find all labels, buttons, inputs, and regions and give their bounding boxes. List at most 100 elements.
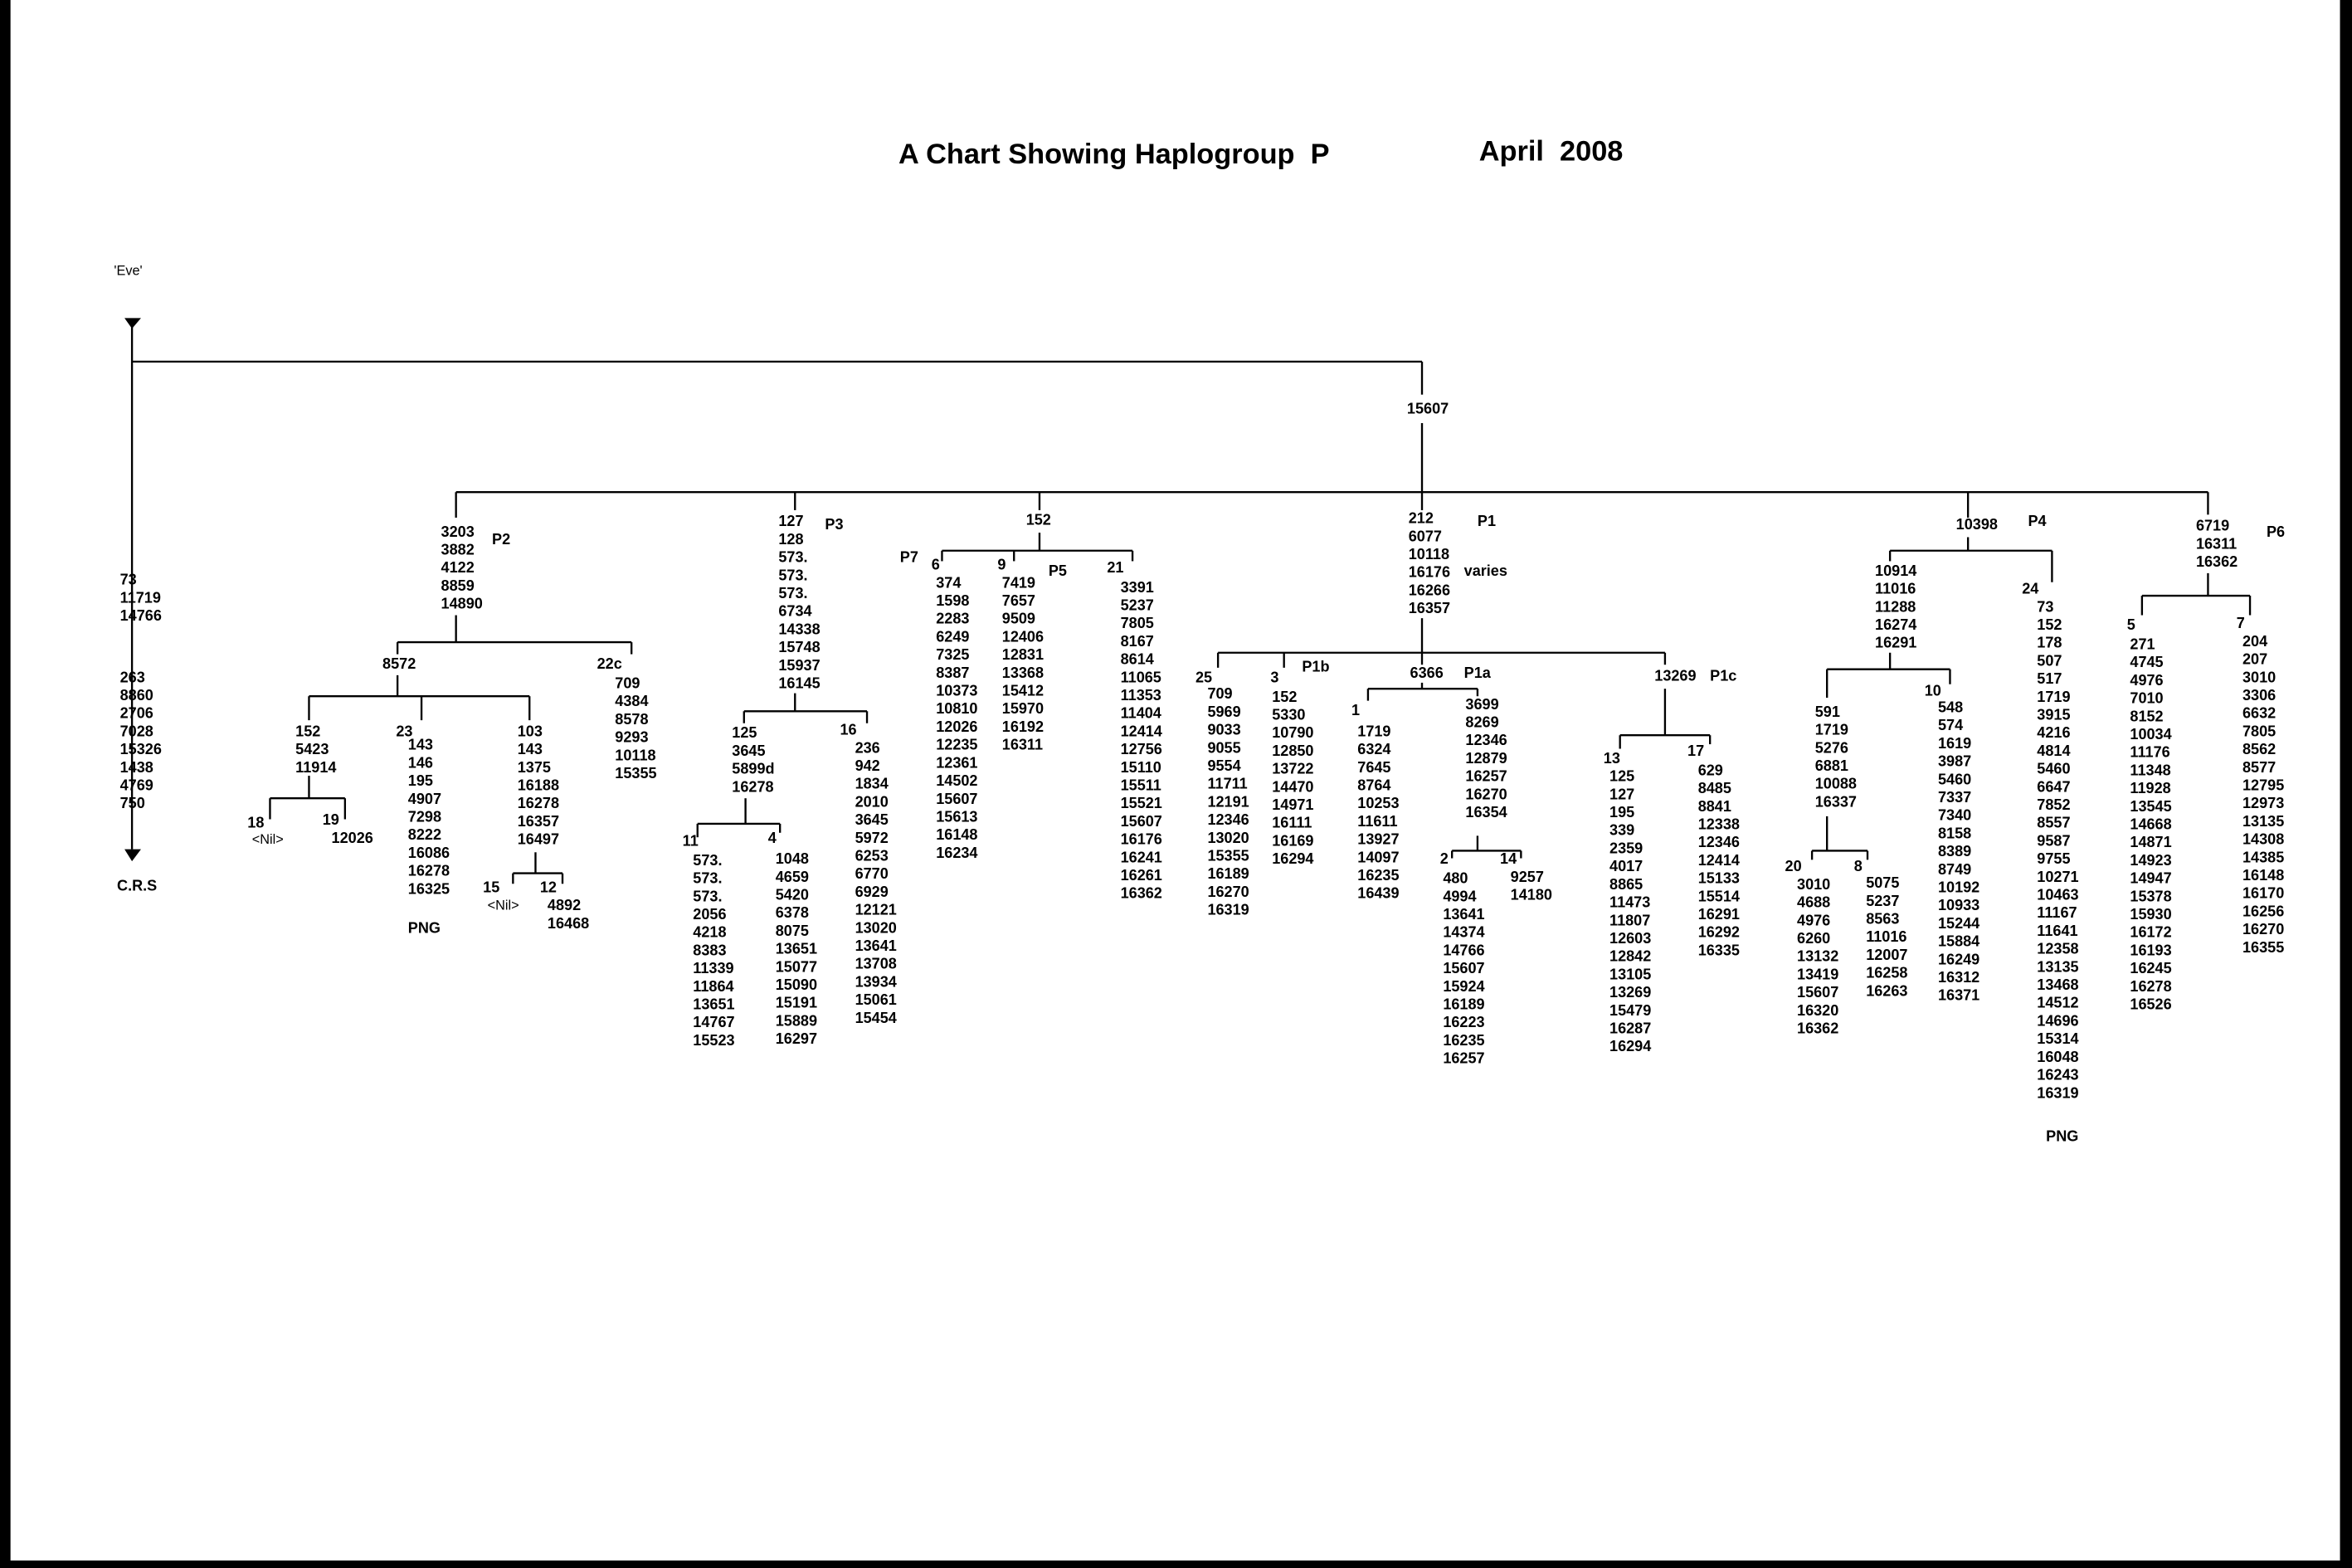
mutation: 195 xyxy=(1609,804,1634,821)
mutation: 13708 xyxy=(855,956,897,972)
mutation: 4769 xyxy=(120,777,153,793)
mutation: 8562 xyxy=(2242,741,2276,757)
mutation: 8485 xyxy=(1698,780,1731,796)
mutation: 8865 xyxy=(1609,876,1643,893)
node-label: 24 xyxy=(2022,581,2038,597)
mutation: 15191 xyxy=(776,995,817,1011)
mutation: 709 xyxy=(1207,685,1232,702)
node-label: 8 xyxy=(1854,858,1863,874)
mutation: 14338 xyxy=(778,621,820,637)
mutation: 12346 xyxy=(1207,811,1249,828)
mutation: 15511 xyxy=(1121,777,1161,793)
mutation: 16245 xyxy=(2130,960,2171,976)
node-label: P1c xyxy=(1710,667,1736,684)
mutation: 207 xyxy=(2242,651,2267,668)
mutation: 143 xyxy=(408,737,433,753)
mutation: 4384 xyxy=(615,693,648,709)
mutation: 125 xyxy=(1609,768,1634,785)
node-label: 2 xyxy=(1440,850,1449,867)
mutation: 12414 xyxy=(1698,852,1740,869)
node-label: 13 xyxy=(1604,750,1620,767)
mutation: 7010 xyxy=(2130,690,2163,707)
mutation: 10810 xyxy=(936,700,977,717)
mutation: 1048 xyxy=(776,850,809,867)
mutation: 8614 xyxy=(1121,651,1154,668)
mutation: 5075 xyxy=(1866,874,1899,891)
mutation: 8222 xyxy=(408,826,441,843)
mutation: 8269 xyxy=(1465,714,1498,731)
mutation: 7337 xyxy=(1938,789,1971,806)
mutation: 5237 xyxy=(1121,597,1154,613)
mutation: 6378 xyxy=(776,904,809,921)
mutation: 13105 xyxy=(1609,966,1651,982)
node-label: 19 xyxy=(323,811,339,828)
mutation: 8389 xyxy=(1938,843,1971,859)
node-label: 20 xyxy=(1785,858,1802,874)
mutation: 4688 xyxy=(1797,894,1830,911)
mutation: 16148 xyxy=(936,826,977,843)
mutation: 16357 xyxy=(1409,600,1450,616)
node-label: 11 xyxy=(683,832,699,849)
mutation: 16320 xyxy=(1797,1002,1838,1019)
mutation: 11404 xyxy=(1121,705,1161,722)
mutation: 5423 xyxy=(295,741,329,757)
mutation: 263 xyxy=(120,669,145,685)
mutation: 15613 xyxy=(936,808,977,825)
mutation: 10914 xyxy=(1875,562,1916,579)
mutation: 2359 xyxy=(1609,840,1643,856)
node-label: P1a xyxy=(1464,665,1492,681)
mutation: 236 xyxy=(855,739,880,756)
mutation: 16261 xyxy=(1121,867,1162,884)
node-label: 7 xyxy=(2237,615,2245,631)
mutation: 13135 xyxy=(2037,958,2078,975)
mutation: 16312 xyxy=(1938,969,1979,986)
mutation: 16188 xyxy=(518,777,559,793)
date: April 2008 xyxy=(1479,136,1624,168)
mutation: 11719 xyxy=(120,589,161,606)
mutation: 13722 xyxy=(1272,761,1313,777)
title: A Chart Showing Haplogroup P xyxy=(898,139,1330,170)
mutation: 16297 xyxy=(776,1030,817,1047)
mutation: 13269 xyxy=(1609,984,1651,1001)
mutation: 15889 xyxy=(776,1012,817,1029)
mutation: 127 xyxy=(1609,786,1634,802)
mutation: 15884 xyxy=(1938,933,1979,950)
mutation: 16270 xyxy=(2242,921,2284,937)
mutation: 5972 xyxy=(855,830,889,846)
node-label: P1b xyxy=(1302,659,1329,675)
node-label: 14 xyxy=(1500,850,1517,867)
mutation: 10192 xyxy=(1938,879,1979,895)
mutation: 11711 xyxy=(1207,776,1247,792)
mutation: 10271 xyxy=(2037,869,2078,885)
node-label: 1 xyxy=(1351,702,1360,718)
mutation: 16362 xyxy=(1797,1020,1838,1036)
mutation: 15378 xyxy=(2130,888,2171,904)
mutation: 10118 xyxy=(615,747,655,763)
node-label: 10398 xyxy=(1956,516,1998,533)
mutation: 13020 xyxy=(855,919,897,936)
mutation: 16263 xyxy=(1866,982,1907,999)
mutation: 15607 xyxy=(1797,984,1838,1001)
mutation: 1719 xyxy=(2037,689,2070,705)
mutation: 8577 xyxy=(2242,759,2276,776)
node-label: P7 xyxy=(900,549,918,566)
mutation: 4814 xyxy=(2037,743,2070,759)
mutation: 16235 xyxy=(1443,1032,1484,1049)
mutation: 16148 xyxy=(2242,867,2284,884)
mutation: 3203 xyxy=(441,523,475,540)
mutation: 16257 xyxy=(1443,1050,1484,1067)
node-label: C.R.S xyxy=(117,878,157,894)
mutation: 15326 xyxy=(120,741,162,757)
mutation: 8749 xyxy=(1938,861,1971,878)
mutation: 14374 xyxy=(1443,924,1484,941)
mutation: 9509 xyxy=(1002,611,1035,627)
mutation: 16371 xyxy=(1938,987,1979,1004)
mutation: 10373 xyxy=(936,683,977,699)
mutation: 15924 xyxy=(1443,978,1484,995)
mutation: 12338 xyxy=(1698,816,1740,833)
node-label: 9 xyxy=(997,557,1006,573)
node-label: 25 xyxy=(1195,669,1212,685)
mutation: 12026 xyxy=(936,718,977,735)
mutation: 16189 xyxy=(1443,996,1484,1013)
mutation: 6077 xyxy=(1409,528,1442,544)
